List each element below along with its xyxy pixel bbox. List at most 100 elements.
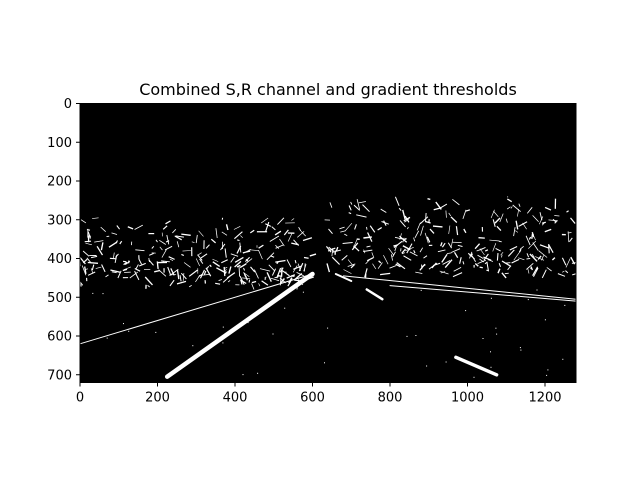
edge-pixel-stroke	[80, 219, 87, 224]
edge-pixel-stroke	[309, 253, 317, 257]
edge-pixel-stroke	[518, 257, 525, 261]
edge-pixel-stroke	[222, 275, 231, 283]
noise-pixel	[272, 333, 274, 335]
edge-pixel-stroke	[455, 226, 459, 236]
y-tick-label: 100	[47, 136, 72, 151]
edge-pixel-stroke	[353, 204, 361, 211]
edge-pixel-stroke	[459, 257, 462, 264]
noise-pixel	[123, 323, 124, 325]
edge-pixel-stroke	[546, 267, 552, 272]
edge-pixel-stroke	[298, 226, 302, 232]
axes-frame	[79, 103, 577, 383]
edge-pixel-stroke	[512, 204, 521, 212]
edge-pixel-stroke	[425, 220, 431, 224]
edge-pixel-stroke	[176, 280, 187, 285]
edge-pixel-stroke	[423, 255, 428, 259]
edge-pixel-stroke	[358, 201, 366, 204]
edge-pixel-stroke	[526, 207, 533, 214]
edge-pixel-stroke	[243, 267, 246, 271]
edge-pixel-stroke	[260, 217, 269, 224]
edge-pixel-stroke	[251, 283, 255, 290]
edge-pixel-stroke	[402, 245, 411, 251]
edge-pixel-stroke	[105, 274, 109, 278]
edge-pixel-stroke	[484, 261, 488, 265]
edge-pixel-stroke	[344, 233, 348, 236]
left-lane-solid	[164, 271, 315, 379]
axes	[79, 103, 577, 383]
edge-pixel-stroke	[416, 222, 421, 231]
edge-pixel-stroke	[303, 264, 307, 272]
noise-pixel	[490, 297, 492, 299]
edge-pixel-stroke	[344, 223, 353, 232]
edge-pixel-stroke	[380, 208, 387, 213]
edge-pixel-stroke	[293, 265, 302, 270]
edge-pixel-stroke	[354, 224, 357, 230]
edge-pixel-stroke	[172, 229, 177, 234]
edge-pixel-stroke	[479, 266, 483, 269]
edge-pixel-stroke	[331, 248, 334, 257]
edge-pixel-stroke	[393, 240, 403, 249]
edge-pixel-stroke	[440, 242, 443, 247]
edge-pixel-stroke	[404, 219, 409, 223]
x-tick-label: 0	[76, 391, 84, 406]
edge-pixel-stroke	[294, 259, 297, 264]
edge-pixel-stroke	[227, 280, 231, 283]
edge-pixel-stroke	[188, 284, 192, 288]
noise-pixel	[426, 365, 428, 367]
edge-pixel-stroke	[198, 230, 204, 237]
edge-pixel-stroke	[279, 238, 285, 247]
edge-pixel-stroke	[366, 257, 374, 262]
edge-pixel-stroke	[215, 228, 218, 239]
noise-pixel	[490, 351, 491, 353]
road-edge-right	[343, 275, 577, 300]
edge-pixel-stroke	[565, 270, 569, 274]
edge-pixel-stroke	[409, 251, 418, 257]
edge-pixel-stroke	[413, 237, 416, 242]
edge-pixel-stroke	[164, 245, 173, 251]
noise-pixel	[420, 289, 422, 291]
edge-pixel-stroke	[195, 258, 200, 267]
noise-pixel	[284, 307, 286, 309]
edge-pixel-stroke	[111, 271, 117, 274]
edge-pixel-stroke	[245, 258, 253, 264]
edge-pixel-stroke	[343, 269, 352, 274]
edge-pixel-stroke	[486, 262, 490, 272]
edge-pixel-stroke	[165, 240, 170, 243]
edge-pixel-stroke	[504, 272, 509, 275]
edge-pixel-stroke	[507, 249, 515, 257]
edge-pixel-stroke	[350, 201, 353, 205]
edge-pixel-stroke	[268, 264, 276, 272]
edge-pixel-stroke	[501, 260, 512, 267]
edge-pixel-stroke	[191, 241, 195, 243]
edge-pixel-stroke	[154, 269, 161, 273]
edge-pixel-stroke	[197, 254, 203, 261]
edge-pixel-stroke	[85, 242, 92, 246]
noise-pixel	[445, 361, 447, 363]
edge-pixel-stroke	[183, 262, 191, 268]
edge-pixel-stroke	[377, 262, 383, 269]
y-tick-label: 300	[47, 213, 72, 228]
edge-pixel-stroke	[518, 248, 522, 253]
noise-pixel	[495, 327, 497, 329]
edge-pixel-stroke	[366, 226, 368, 230]
edge-pixel-stroke	[298, 262, 304, 272]
edge-pixel-stroke	[401, 252, 405, 255]
noise-pixel	[327, 327, 329, 329]
edge-pixel-stroke	[287, 233, 293, 242]
edge-pixel-stroke	[249, 229, 255, 234]
edge-pixel-stroke	[525, 235, 531, 246]
edge-pixel-stroke	[331, 256, 341, 265]
noise-pixel	[527, 299, 529, 301]
edge-pixel-stroke	[356, 214, 367, 218]
edge-pixel-stroke	[441, 253, 448, 263]
edge-pixel-stroke	[457, 244, 463, 247]
edge-pixel-stroke	[419, 263, 426, 271]
edge-pixel-stroke	[339, 226, 345, 230]
edge-pixel-stroke	[176, 241, 180, 248]
edge-pixel-stroke	[94, 240, 104, 243]
edge-pixel-stroke	[415, 271, 423, 274]
edge-pixel-stroke	[453, 267, 462, 272]
noise-pixel	[324, 362, 325, 364]
edge-pixel-stroke	[169, 279, 175, 287]
edge-pixel-stroke	[393, 244, 398, 247]
